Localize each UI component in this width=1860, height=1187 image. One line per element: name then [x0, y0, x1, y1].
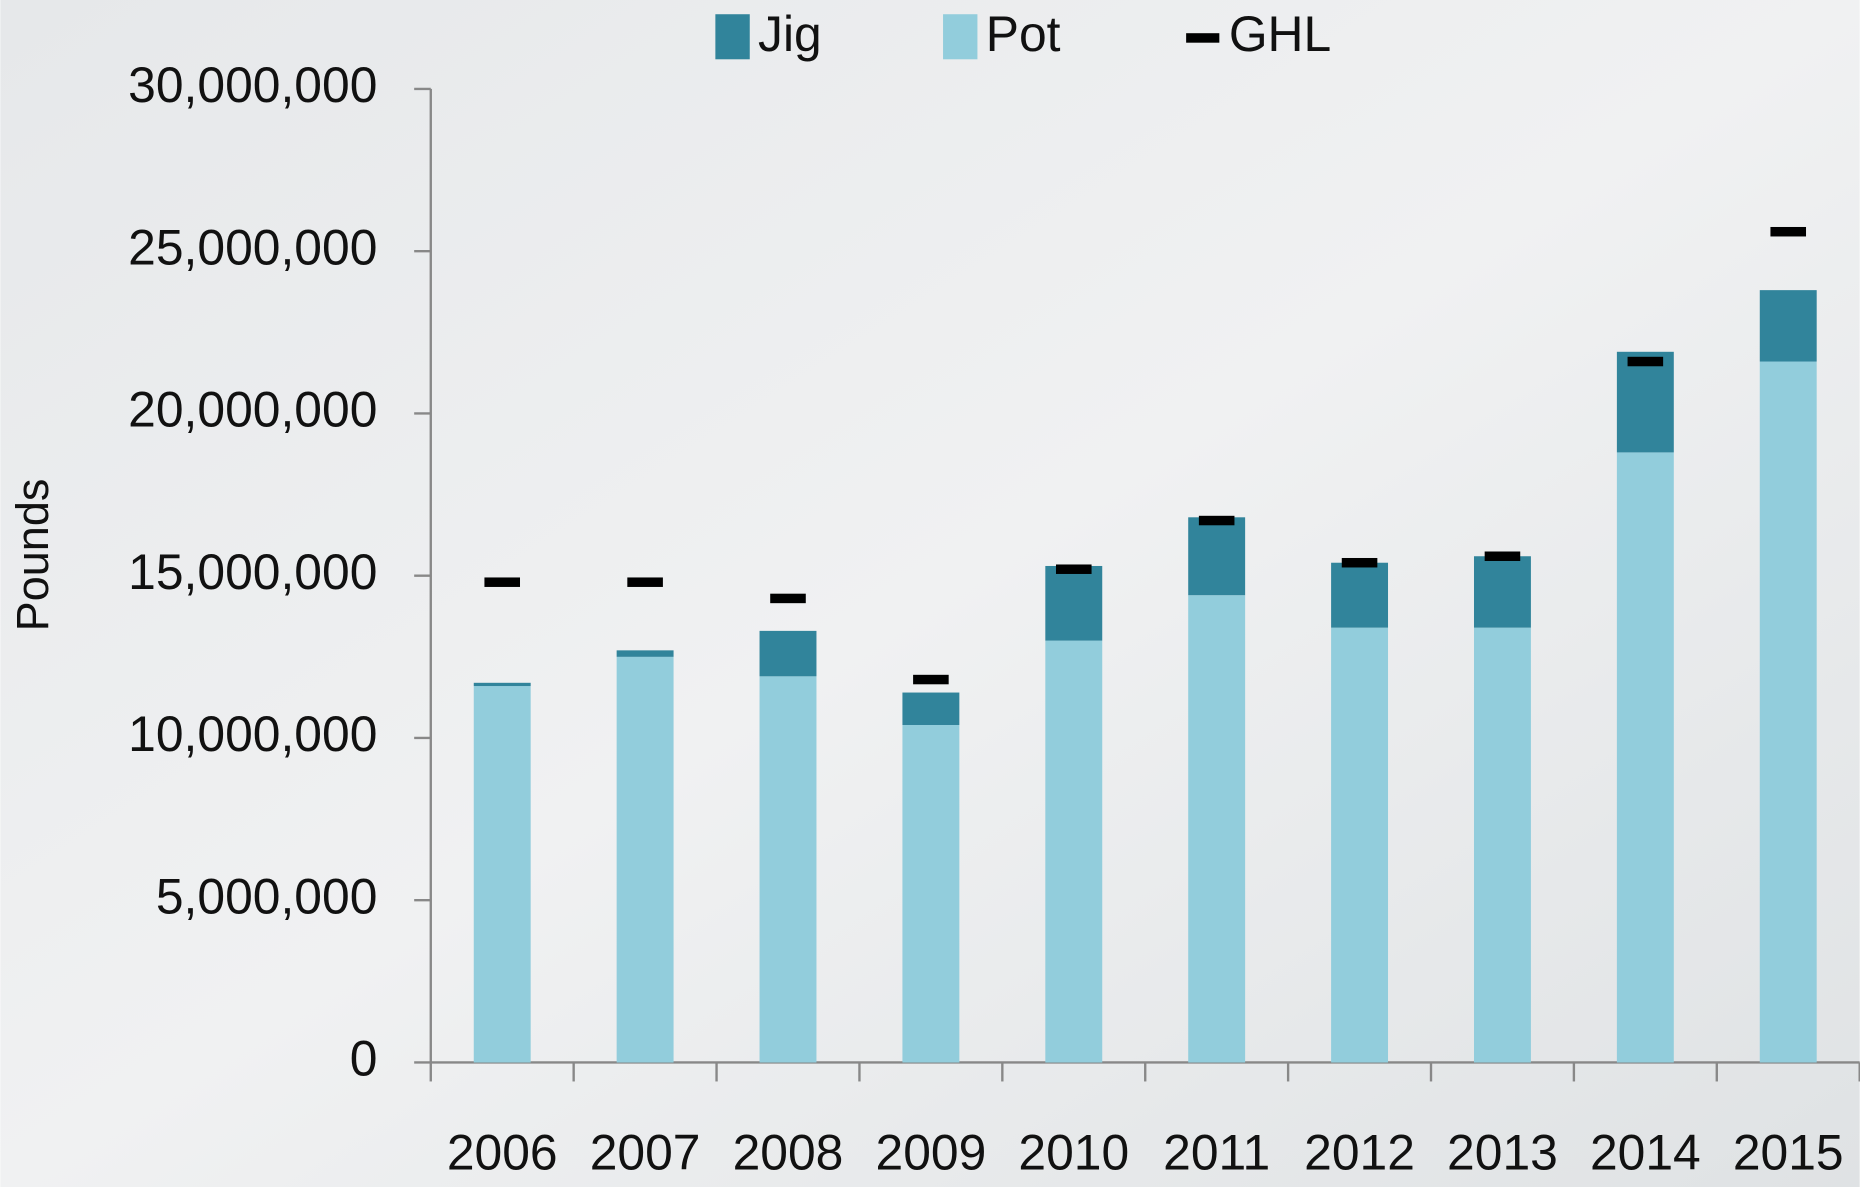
x-tick-label: 2008 [733, 1124, 844, 1180]
legend-swatch [1186, 33, 1220, 43]
x-tick-label: 2012 [1304, 1124, 1415, 1180]
y-tick-label: 10,000,000 [128, 706, 377, 762]
bar-segment [1331, 562, 1389, 628]
bar-segment [616, 656, 674, 1063]
ghl-marker [484, 577, 521, 587]
bar-segment [1188, 517, 1246, 596]
ghl-marker [1198, 515, 1235, 526]
legend-label: GHL [1229, 6, 1331, 62]
ghl-marker [1484, 551, 1521, 561]
x-tick-label: 2014 [1590, 1124, 1701, 1180]
bar-segment [1616, 351, 1674, 453]
legend-label: Jig [758, 6, 822, 62]
ghl-marker [770, 593, 806, 604]
x-tick-label: 2011 [1163, 1124, 1270, 1180]
bar-segment [1759, 290, 1817, 362]
bar-segment [1188, 595, 1246, 1063]
bar-segment [1473, 627, 1531, 1063]
x-tick-label: 2013 [1447, 1124, 1558, 1180]
y-tick-label: 20,000,000 [128, 382, 377, 438]
ghl-marker [1055, 564, 1092, 574]
bar-segment [473, 682, 531, 687]
legend-swatch [715, 14, 750, 60]
bar-segment [473, 686, 531, 1063]
y-axis-label: Pounds [7, 479, 58, 632]
y-tick-label: 30,000,000 [128, 57, 377, 113]
ghl-marker [1341, 557, 1378, 568]
legend-swatch [943, 14, 978, 60]
bar-segment [1045, 640, 1103, 1063]
bar-segment [616, 650, 674, 657]
bar-segment [902, 724, 960, 1063]
bar-segment [902, 692, 960, 725]
ghl-marker [627, 577, 663, 587]
legend-label: Pot [986, 6, 1061, 62]
x-tick-label: 2006 [447, 1124, 558, 1180]
y-tick-label: 25,000,000 [128, 219, 377, 275]
x-tick-label: 2015 [1733, 1124, 1844, 1180]
bar-segment [1473, 556, 1531, 628]
x-tick-label: 2007 [590, 1124, 701, 1180]
bar-segment [1759, 361, 1817, 1063]
bar-segment [759, 630, 817, 677]
bar-segment [759, 676, 817, 1063]
bar-segment [1616, 452, 1674, 1063]
y-tick-label: 5,000,000 [156, 868, 378, 924]
x-tick-label: 2009 [875, 1124, 986, 1180]
ghl-marker [1627, 356, 1664, 367]
ghl-marker [1770, 226, 1807, 237]
x-tick-label: 2010 [1018, 1124, 1129, 1180]
bar-segment [1331, 627, 1389, 1063]
ghl-marker [913, 674, 949, 685]
bar-segment [1045, 565, 1103, 641]
y-tick-label: 15,000,000 [128, 544, 377, 600]
y-tick-label: 0 [350, 1031, 378, 1087]
